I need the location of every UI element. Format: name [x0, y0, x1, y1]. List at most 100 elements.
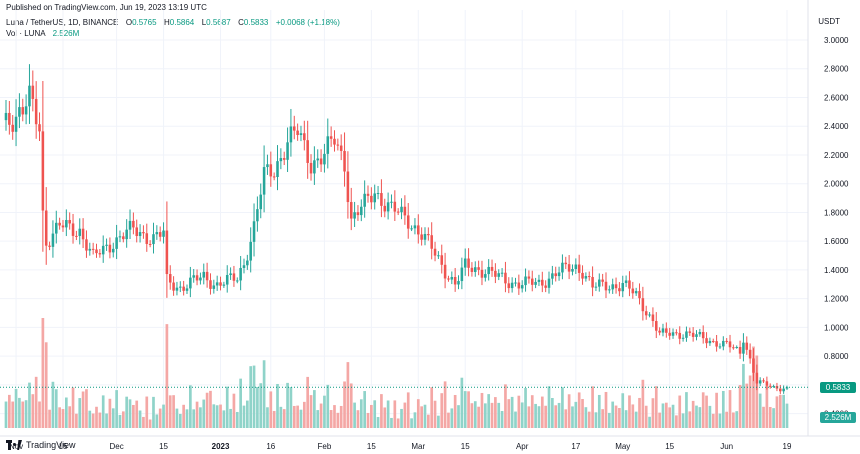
- candlesticks: [4, 64, 789, 395]
- candle-body: [205, 271, 209, 281]
- candle-body: [8, 112, 11, 125]
- candle-body: [108, 244, 112, 253]
- candle-body: [618, 288, 621, 292]
- candle-body: [135, 227, 138, 237]
- candle-body: [326, 136, 330, 154]
- volume-bar: [413, 412, 417, 428]
- candle-body: [162, 230, 165, 237]
- candle-body: [742, 342, 745, 354]
- volume-bar: [614, 405, 618, 428]
- candle-body: [551, 273, 554, 279]
- candle-body: [239, 267, 242, 281]
- x-tick-label: Nov: [9, 442, 23, 451]
- candle-body: [91, 248, 95, 250]
- tradingview-footer[interactable]: TradingView: [6, 440, 76, 450]
- x-tick-label: 15: [367, 442, 376, 451]
- candle-body: [222, 284, 226, 286]
- candle-body: [460, 267, 464, 282]
- symbol-legend[interactable]: Luna / TetherUS, 1D, BINANCE O0.5765 H0.…: [6, 18, 340, 27]
- candle-body: [396, 211, 400, 213]
- candle-body: [343, 150, 346, 172]
- candle-body: [225, 275, 229, 285]
- candle-body: [544, 285, 547, 288]
- volume-bar: [695, 405, 698, 428]
- volume-bar: [483, 403, 487, 428]
- volume-bar: [165, 324, 169, 428]
- candle-body: [561, 262, 564, 273]
- volume-bar: [138, 410, 142, 428]
- candle-body: [286, 142, 289, 160]
- candle-body: [252, 221, 256, 242]
- candle-body: [691, 332, 695, 337]
- candle-body: [527, 276, 531, 279]
- volume-bar: [685, 392, 688, 428]
- volume-bar: [654, 386, 658, 428]
- candle-body: [661, 328, 665, 333]
- candle-body: [685, 331, 688, 338]
- volume-bar: [41, 318, 45, 428]
- candle-body: [440, 255, 444, 265]
- candle-body: [24, 106, 28, 115]
- volume-bar: [708, 405, 712, 428]
- volume-bar: [349, 383, 353, 428]
- candle-body: [571, 269, 574, 272]
- volume-bar: [225, 386, 229, 428]
- y-tick-label: 2.0000: [824, 180, 849, 189]
- candle-body: [128, 220, 132, 230]
- volume-bar: [624, 410, 628, 428]
- x-tick-label: 15: [665, 442, 674, 451]
- candle-body: [266, 164, 269, 168]
- volume-bar: [544, 405, 548, 428]
- candle-body: [319, 158, 323, 165]
- volume-bar: [58, 407, 61, 428]
- candle-body: [34, 98, 38, 125]
- volume-bar: [540, 396, 544, 428]
- candle-body: [584, 276, 588, 279]
- volume-bar: [416, 399, 420, 428]
- candle-body: [567, 264, 571, 272]
- volume-bar: [732, 412, 735, 428]
- candle-body: [453, 277, 457, 285]
- volume-value: 2.526M: [52, 29, 80, 38]
- volume-bar: [266, 407, 269, 428]
- volume-bar: [282, 409, 286, 428]
- volume-bar: [175, 408, 179, 428]
- chart-grid: [0, 0, 860, 437]
- volume-bar: [386, 400, 390, 428]
- high-label: H: [164, 18, 170, 27]
- candle-body: [393, 201, 397, 212]
- candle-body: [118, 236, 122, 238]
- volume-legend[interactable]: Vol · LUNA 2.526M: [6, 29, 79, 38]
- candle-body: [14, 116, 18, 132]
- volume-bar: [698, 407, 702, 428]
- candle-body: [145, 233, 149, 244]
- volume-bar: [587, 411, 591, 428]
- candle-body: [339, 145, 343, 151]
- volume-bar: [353, 402, 356, 428]
- volume-bar: [24, 400, 28, 428]
- volume-bar: [309, 395, 313, 428]
- candle-body: [148, 243, 152, 245]
- volume-bar: [718, 413, 722, 428]
- candle-body: [782, 388, 785, 392]
- candle-body: [179, 286, 182, 288]
- volume-bar: [289, 387, 293, 428]
- volume-bar: [51, 381, 55, 428]
- candle-body: [11, 124, 14, 132]
- x-tick-label: 15: [159, 442, 168, 451]
- volume-bar: [158, 408, 162, 428]
- volume-bar: [514, 411, 517, 428]
- candle-body: [38, 124, 41, 132]
- candle-body: [557, 272, 561, 277]
- candle-body: [189, 277, 192, 289]
- volume-bar: [641, 379, 645, 428]
- volume-bar: [765, 386, 769, 428]
- volume-bar: [551, 398, 554, 428]
- volume-bar: [591, 386, 594, 428]
- volume-bar: [457, 405, 460, 428]
- volume-bar: [450, 408, 454, 428]
- volume-bar: [296, 405, 299, 428]
- volume-bar: [785, 403, 789, 428]
- candle-body: [621, 283, 625, 292]
